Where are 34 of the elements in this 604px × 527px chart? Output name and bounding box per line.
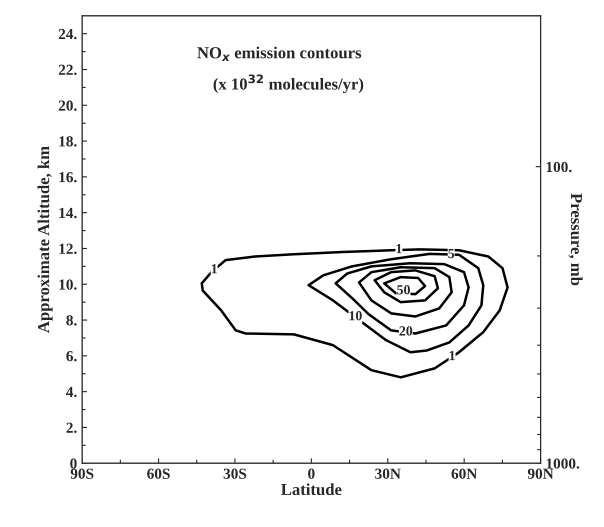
y2-tick-label: 100. [546,162,572,172]
x-tick-label: 60N [452,468,478,479]
y-tick-label: 20. [58,100,77,111]
annotation: 5 [448,248,454,258]
annotation: 1 [212,264,217,274]
x-tick-label: 30N [375,468,401,479]
x-tick-label: 0 [308,468,315,479]
y-tick-label: 12. [59,244,77,254]
y-tick-label: 0 [70,458,77,469]
text: (x 10$^{32}$ molecules/yr) [214,74,364,94]
x-axis-title: Latitude [281,483,342,496]
y2-tick-label: 1000. [546,458,580,469]
y-tick-label: 6. [66,351,77,362]
y-tick-label: 18. [59,136,77,147]
y-tick-label: 10. [59,279,77,290]
annotation: 1 [396,244,402,254]
x-tick-label: 30S [224,468,246,479]
y2-axis-title: Pressure, mb [568,193,583,286]
y-tick-label: 22. [58,64,77,76]
y-tick-label: 14. [59,208,77,218]
y-tick-label: 4. [66,386,77,398]
text: NO$_{x}$ emission contours [197,46,362,61]
y-axis-title: Approximate Altitude, km [38,146,53,333]
x-tick-label: 90S [70,468,94,479]
y-tick-label: 2. [66,422,77,433]
x-tick-label: 90N [528,468,554,479]
annotation: 10 [350,311,362,320]
y-tick-label: 16. [59,172,77,182]
annotation: 50 [397,285,410,294]
x-tick-label: 60S [147,468,170,479]
annotation: 1 [450,350,455,360]
y-tick-label: 24. [58,28,77,40]
y-tick-label: 8. [66,315,77,326]
annotation: 20 [399,326,412,336]
